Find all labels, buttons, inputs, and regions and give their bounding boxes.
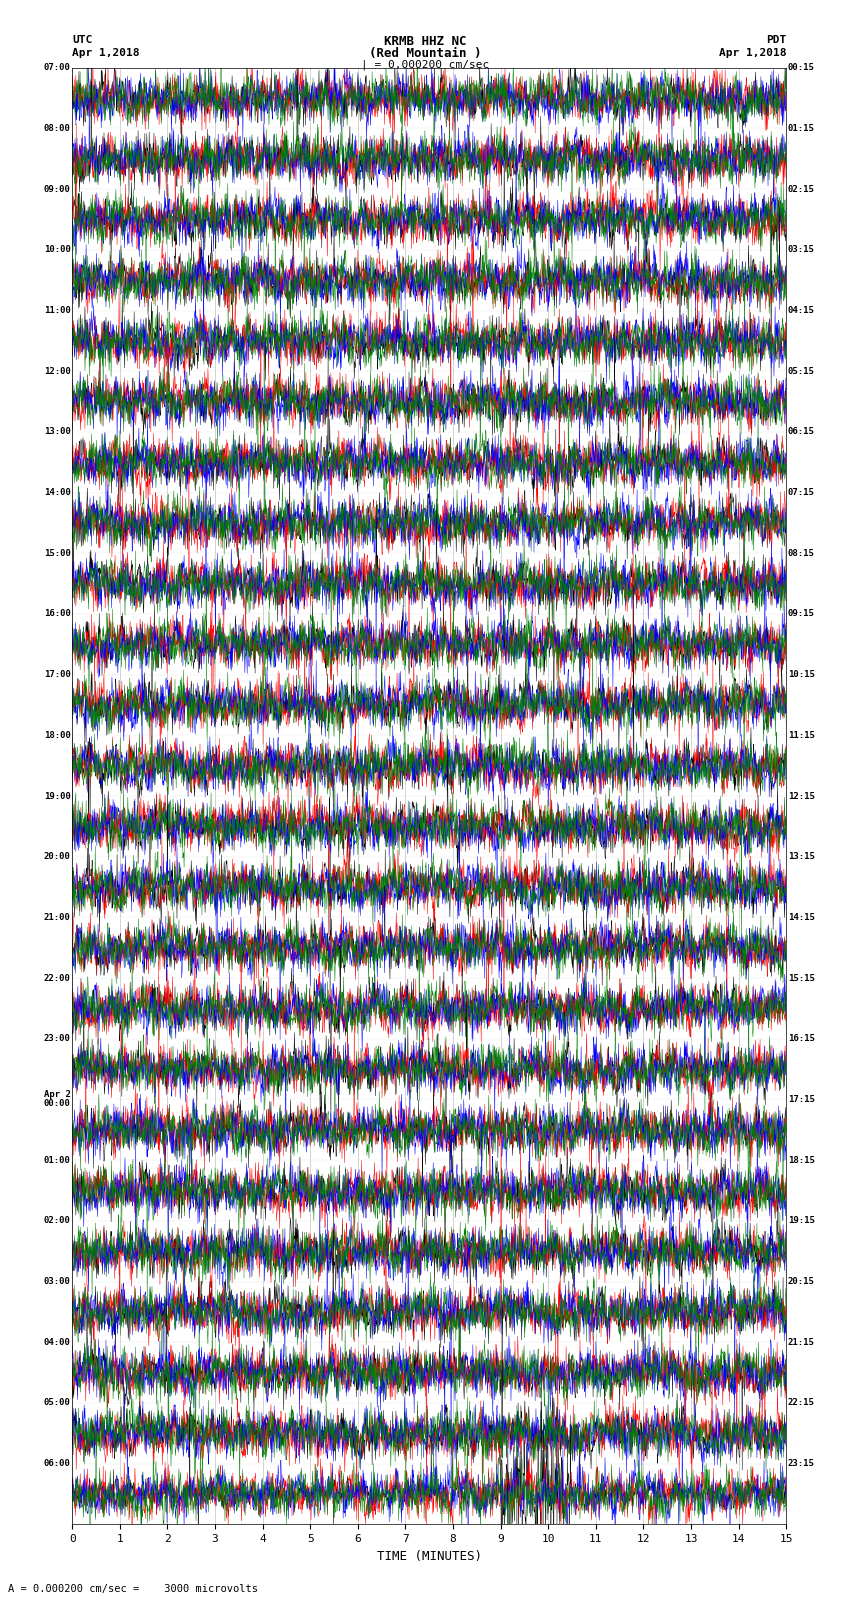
Text: 04:15: 04:15 xyxy=(788,306,814,315)
Text: 12:15: 12:15 xyxy=(788,792,814,800)
Text: | = 0.000200 cm/sec: | = 0.000200 cm/sec xyxy=(361,60,489,71)
Text: 03:00: 03:00 xyxy=(44,1277,71,1286)
Text: 10:15: 10:15 xyxy=(788,669,814,679)
Text: 06:00: 06:00 xyxy=(44,1460,71,1468)
Text: 21:15: 21:15 xyxy=(788,1337,814,1347)
Text: Apr 1,2018: Apr 1,2018 xyxy=(719,48,786,58)
Text: 01:00: 01:00 xyxy=(44,1155,71,1165)
Text: 07:00: 07:00 xyxy=(44,63,71,73)
X-axis label: TIME (MINUTES): TIME (MINUTES) xyxy=(377,1550,482,1563)
Text: 22:15: 22:15 xyxy=(788,1398,814,1408)
Text: 11:00: 11:00 xyxy=(44,306,71,315)
Text: 12:00: 12:00 xyxy=(44,366,71,376)
Text: Apr 1,2018: Apr 1,2018 xyxy=(72,48,139,58)
Text: 00:00: 00:00 xyxy=(44,1100,71,1108)
Text: 08:15: 08:15 xyxy=(788,548,814,558)
Text: 17:15: 17:15 xyxy=(788,1095,814,1103)
Text: 03:15: 03:15 xyxy=(788,245,814,255)
Text: 18:00: 18:00 xyxy=(44,731,71,740)
Text: 04:00: 04:00 xyxy=(44,1337,71,1347)
Text: 20:15: 20:15 xyxy=(788,1277,814,1286)
Text: 20:00: 20:00 xyxy=(44,852,71,861)
Text: PDT: PDT xyxy=(766,35,786,45)
Text: 16:00: 16:00 xyxy=(44,610,71,618)
Text: 23:00: 23:00 xyxy=(44,1034,71,1044)
Text: 09:15: 09:15 xyxy=(788,610,814,618)
Text: 14:15: 14:15 xyxy=(788,913,814,923)
Text: 13:15: 13:15 xyxy=(788,852,814,861)
Text: 16:15: 16:15 xyxy=(788,1034,814,1044)
Text: 02:00: 02:00 xyxy=(44,1216,71,1226)
Text: 19:15: 19:15 xyxy=(788,1216,814,1226)
Text: 07:15: 07:15 xyxy=(788,489,814,497)
Text: Apr 2: Apr 2 xyxy=(44,1090,71,1100)
Text: 00:15: 00:15 xyxy=(788,63,814,73)
Text: 02:15: 02:15 xyxy=(788,184,814,194)
Text: (Red Mountain ): (Red Mountain ) xyxy=(369,47,481,60)
Text: UTC: UTC xyxy=(72,35,93,45)
Text: 05:00: 05:00 xyxy=(44,1398,71,1408)
Text: 18:15: 18:15 xyxy=(788,1155,814,1165)
Text: 23:15: 23:15 xyxy=(788,1460,814,1468)
Text: 09:00: 09:00 xyxy=(44,184,71,194)
Text: 06:15: 06:15 xyxy=(788,427,814,437)
Text: 17:00: 17:00 xyxy=(44,669,71,679)
Text: 22:00: 22:00 xyxy=(44,974,71,982)
Text: 15:00: 15:00 xyxy=(44,548,71,558)
Text: 14:00: 14:00 xyxy=(44,489,71,497)
Text: 10:00: 10:00 xyxy=(44,245,71,255)
Text: 05:15: 05:15 xyxy=(788,366,814,376)
Text: 15:15: 15:15 xyxy=(788,974,814,982)
Text: 19:00: 19:00 xyxy=(44,792,71,800)
Text: A = 0.000200 cm/sec =    3000 microvolts: A = 0.000200 cm/sec = 3000 microvolts xyxy=(8,1584,258,1594)
Text: 13:00: 13:00 xyxy=(44,427,71,437)
Text: 11:15: 11:15 xyxy=(788,731,814,740)
Text: 21:00: 21:00 xyxy=(44,913,71,923)
Text: 01:15: 01:15 xyxy=(788,124,814,132)
Text: KRMB HHZ NC: KRMB HHZ NC xyxy=(383,35,467,48)
Text: 08:00: 08:00 xyxy=(44,124,71,132)
